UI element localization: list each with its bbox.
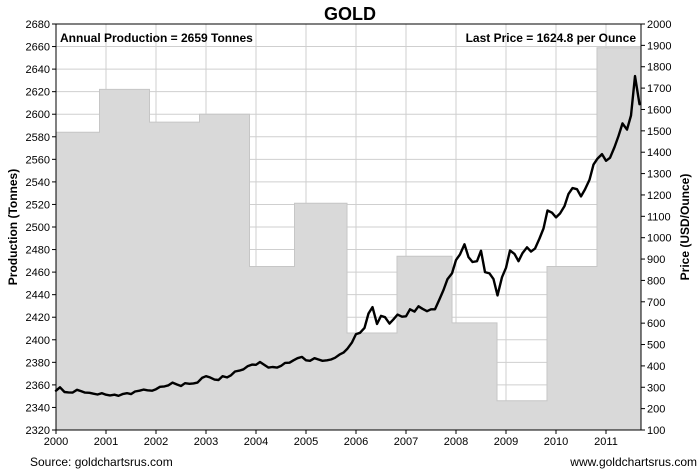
- y2-tick-label: 100: [647, 425, 665, 437]
- x-tick-label: 2009: [494, 436, 518, 448]
- y-tick-label: 2640: [26, 64, 50, 76]
- y2-tick-label: 1800: [647, 62, 671, 74]
- y2-tick-label: 1400: [647, 147, 671, 159]
- y2-tick-label: 500: [647, 340, 665, 352]
- x-tick-label: 2000: [44, 436, 68, 448]
- x-tick-label: 2002: [144, 436, 168, 448]
- x-tick-label: 2004: [244, 436, 268, 448]
- y2-tick-label: 1600: [647, 104, 671, 116]
- x-tick-label: 2011: [594, 436, 618, 448]
- x-tick-label: 2008: [444, 436, 468, 448]
- x-tick-label: 2010: [544, 436, 568, 448]
- y-axis-label: Production (Tonnes): [6, 169, 20, 285]
- y-tick-label: 2580: [26, 132, 50, 144]
- y2-tick-label: 1700: [647, 83, 671, 95]
- price-line-layer: [54, 74, 641, 397]
- y-tick-label: 2540: [26, 177, 50, 189]
- y-tick-label: 2480: [26, 245, 50, 257]
- y2-tick-label: 2000: [647, 19, 671, 31]
- tick-labels: 2000 2001 2002 2003 2004 2005 2006 2007 2008 2009…: [26, 19, 672, 448]
- production-area-layer: [55, 47, 642, 431]
- y-tick-label: 2440: [26, 290, 50, 302]
- y-tick-label: 2620: [26, 87, 50, 99]
- y-tick-label: 2660: [26, 42, 50, 54]
- y2-tick-label: 1200: [647, 190, 671, 202]
- y2-tick-label: 1900: [647, 40, 671, 52]
- y-tick-label: 2560: [26, 154, 50, 166]
- y-tick-label: 2380: [26, 357, 50, 369]
- y2-tick-label: 1300: [647, 169, 671, 181]
- y2-tick-label: 200: [647, 404, 665, 416]
- y2-tick-label: 700: [647, 297, 665, 309]
- y-tick-label: 2460: [26, 267, 50, 279]
- y2-tick-label: 300: [647, 382, 665, 394]
- production-annotation: Annual Production = 2659 Tonnes: [60, 31, 253, 45]
- price-annotation: Last Price = 1624.8 per Ounce: [466, 31, 637, 45]
- y2-tick-label: 1500: [647, 126, 671, 138]
- x-tick-label: 2003: [194, 436, 218, 448]
- y-tick-label: 2320: [26, 425, 50, 437]
- x-tick-label: 2001: [94, 436, 118, 448]
- chart-title: GOLD: [324, 4, 376, 24]
- y-tick-label: 2600: [26, 109, 50, 121]
- y-tick-label: 2400: [26, 335, 50, 347]
- y-tick-label: 2500: [26, 222, 50, 234]
- y2-tick-label: 400: [647, 361, 665, 373]
- source-label: Source: goldchartsrus.com: [30, 455, 173, 469]
- price-line: [54, 74, 641, 397]
- y2-tick-label: 900: [647, 254, 665, 266]
- y2-axis-label: Price (USD/Ounce): [678, 174, 692, 281]
- x-tick-label: 2005: [294, 436, 318, 448]
- y-tick-label: 2520: [26, 199, 50, 211]
- y2-tick-label: 600: [647, 318, 665, 330]
- y-tick-label: 2340: [26, 402, 50, 414]
- website-label: www.goldchartsrus.com: [569, 455, 697, 469]
- y2-tick-label: 800: [647, 275, 665, 287]
- y-tick-label: 2360: [26, 380, 50, 392]
- y-tick-label: 2680: [26, 19, 50, 31]
- x-tick-label: 2007: [394, 436, 418, 448]
- y2-tick-label: 1100: [647, 211, 671, 223]
- x-tick-label: 2006: [344, 436, 368, 448]
- y-tick-label: 2420: [26, 312, 50, 324]
- y2-tick-label: 1000: [647, 233, 671, 245]
- production-area: [55, 47, 642, 431]
